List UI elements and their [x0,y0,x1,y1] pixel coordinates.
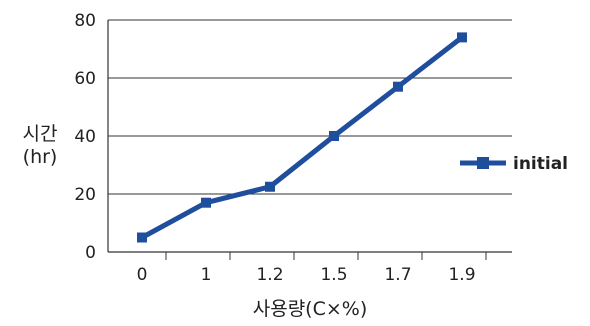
axes [107,20,512,260]
x-tick-label: 1.5 [320,265,347,285]
data-point [137,232,147,243]
x-tick-label: 0 [137,265,148,285]
data-point [457,32,467,43]
y-axis-label-line2: (hr) [23,146,58,168]
data-point [201,197,211,208]
y-axis-label-line1: 시간 [23,123,58,145]
y-tick-label: 40 [74,127,96,147]
x-tick-label: 1 [201,265,212,285]
x-tick-label: 1.2 [256,265,283,285]
gridlines [108,19,512,195]
x-tick-label: 1.9 [448,265,475,285]
x-tick-label: 1.7 [384,265,411,285]
y-tick-label: 0 [85,243,96,263]
y-tick-labels: 0 20 40 60 80 [74,11,96,263]
data-point [265,181,275,192]
legend-marker [477,157,489,169]
legend-label-initial: initial [513,154,568,174]
data-point [393,81,403,92]
data-point [329,131,339,141]
y-tick-label: 20 [74,185,96,205]
x-tick-labels: 0 1 1.2 1.5 1.7 1.9 [137,265,476,285]
y-tick-label: 60 [74,69,96,89]
x-axis-label: 사용량(C×%) [253,298,368,320]
y-tick-label: 80 [74,11,96,31]
series-line [140,35,464,240]
legend: initial [460,154,568,174]
series-initial [137,32,467,243]
